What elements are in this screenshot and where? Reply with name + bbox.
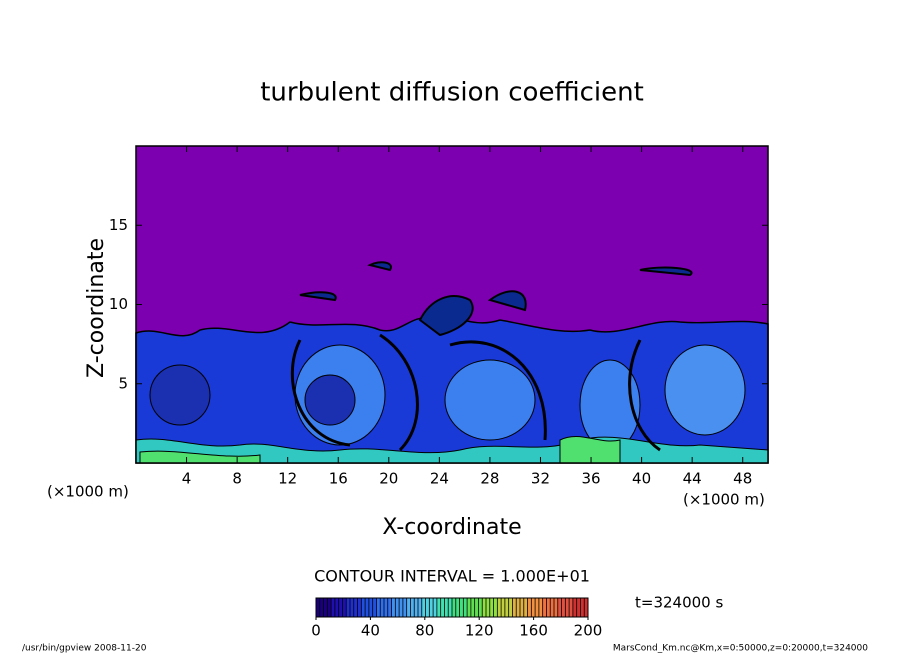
field-blob	[664, 344, 746, 436]
contour-interval: CONTOUR INTERVAL = 1.000E+01	[314, 567, 590, 586]
x-tick-label: 28	[480, 470, 499, 488]
x-tick-label: 44	[683, 470, 702, 488]
x-tick-label: 24	[430, 470, 449, 488]
contour-line	[290, 333, 661, 452]
x-tick-label: 16	[329, 470, 348, 488]
field-blob	[149, 364, 211, 426]
footer-right: MarsCond_Km.nc@Km,x=0:50000,z=0:20000,t=…	[613, 644, 868, 654]
colorbar-tick-label: 160	[519, 622, 548, 640]
x-tick-label: 36	[581, 470, 600, 488]
x-tick-label: 48	[733, 470, 752, 488]
footer-left: /usr/bin/gpview 2008-11-20	[22, 644, 147, 654]
field-blob	[444, 359, 536, 441]
x-unit-label: (×1000 m)	[683, 491, 765, 509]
colorbar-tick-label: 200	[574, 622, 603, 640]
colorbar-tick-label: 0	[311, 622, 321, 640]
field-blob	[304, 374, 356, 426]
time-label: t=324000 s	[635, 594, 723, 612]
colorbar: 0 40 80 120 160 200	[311, 597, 603, 640]
colorbar-tick-label: 80	[415, 622, 434, 640]
x-unit-label: (×1000 m)	[47, 483, 129, 501]
y-tick-label: 15	[109, 216, 128, 234]
x-tick-label: 4	[182, 470, 192, 488]
colorbar-tick-label: 120	[465, 622, 494, 640]
x-tick-label: 8	[232, 470, 242, 488]
field-band	[139, 436, 621, 464]
colorbar-tick-label: 40	[361, 622, 380, 640]
x-tick-label: 32	[531, 470, 550, 488]
x-axis-label: X-coordinate	[382, 515, 521, 540]
x-tick-label: 20	[379, 470, 398, 488]
x-tick-label: 12	[278, 470, 297, 488]
y-axis-label: Z-coordinate	[84, 238, 109, 378]
colorbar-frame	[315, 597, 589, 618]
y-tick-label: 5	[118, 374, 128, 392]
field-blob	[299, 261, 693, 337]
y-tick-label: 10	[109, 295, 128, 313]
chart-title: turbulent diffusion coefficient	[260, 78, 644, 108]
x-tick-label: 40	[632, 470, 651, 488]
field	[135, 146, 769, 464]
